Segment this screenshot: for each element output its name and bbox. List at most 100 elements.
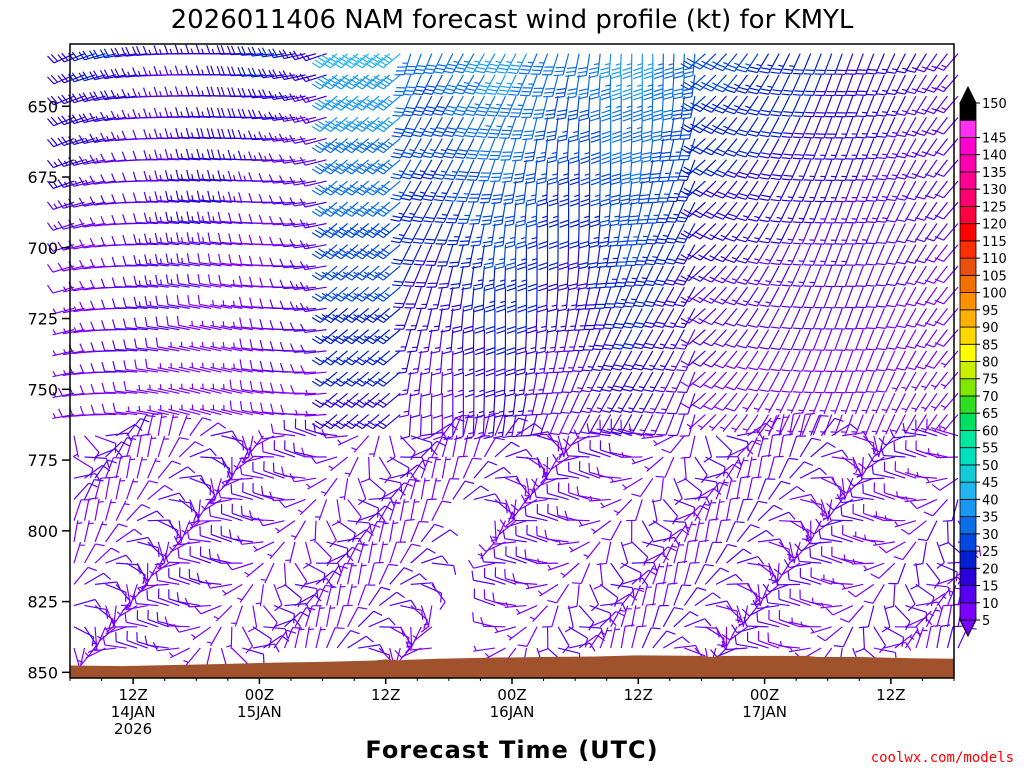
wind-barb: [89, 154, 117, 164]
wind-barb: [157, 562, 180, 570]
wind-barb: [231, 342, 254, 352]
wind-barb: [242, 647, 265, 664]
colorbar-label: 60: [982, 424, 999, 439]
colorbar-segment: [959, 205, 977, 225]
wind-barb: [147, 609, 169, 628]
colorbar-segment: [959, 447, 977, 466]
wind-barb: [239, 338, 264, 352]
wind-barb: [187, 274, 211, 288]
wind-barb: [122, 318, 148, 331]
wind-barb: [164, 128, 190, 140]
wind-barb: [157, 405, 180, 416]
wind-barb: [123, 360, 148, 373]
wind-barb: [263, 626, 289, 639]
wind-barb: [252, 462, 275, 479]
colorbar-segment: [959, 395, 977, 414]
colorbar-label: 125: [982, 200, 1007, 215]
wind-barb: [152, 641, 180, 652]
wind-barb: [189, 546, 212, 564]
wind-barb: [168, 437, 189, 458]
wind-barb: [199, 341, 222, 352]
wind-barb: [187, 294, 211, 309]
wind-barb: [101, 341, 127, 352]
wind-barb: [154, 541, 170, 566]
wind-barb: [136, 414, 156, 436]
wind-barb: [220, 342, 243, 352]
wind-barb: [258, 173, 285, 183]
wind-barb: [89, 91, 117, 102]
wind-barb: [239, 435, 254, 460]
wind-barb: [73, 566, 98, 585]
wind-barb: [144, 254, 169, 267]
colorbar-segment: [959, 481, 977, 500]
wind-barb: [136, 385, 159, 394]
wind-barb: [248, 510, 274, 522]
wind-barb: [166, 295, 190, 309]
colorbar-segment: [959, 361, 977, 380]
x-tick-label: 00Z: [245, 686, 274, 704]
wind-barb: [83, 497, 99, 521]
wind-barb: [115, 423, 143, 437]
colorbar-segment: [959, 274, 977, 293]
wind-barb: [57, 136, 85, 147]
wind-barb: [126, 503, 151, 522]
wind-barb: [78, 197, 106, 207]
wind-barb: [258, 235, 285, 246]
wind-barb: [258, 193, 285, 204]
wind-barb: [78, 92, 106, 103]
wind-barb: [236, 584, 254, 603]
wind-barb: [168, 341, 190, 352]
wind-barb: [155, 295, 180, 309]
colorbar-label: 5: [982, 614, 990, 629]
x-tick-label: 12Z: [118, 686, 147, 704]
wind-barb: [199, 320, 222, 331]
wind-barb: [250, 401, 275, 416]
wind-barb: [99, 48, 127, 59]
wind-barb: [207, 211, 232, 225]
wind-barb: [143, 170, 169, 182]
wind-barb: [175, 190, 201, 203]
wind-barb: [229, 400, 254, 416]
colorbar-under-arrow: [959, 619, 977, 638]
colorbar-segment: [959, 309, 977, 328]
wind-barb: [239, 380, 264, 394]
wind-barb: [104, 499, 116, 521]
wind-barb: [237, 108, 264, 119]
wind-barb: [168, 404, 190, 416]
wind-barb: [90, 383, 117, 394]
wind-barb: [231, 300, 253, 309]
wind-barb: [89, 70, 117, 81]
wind-barb: [186, 529, 211, 543]
wind-barb: [89, 133, 117, 143]
wind-barb: [99, 90, 127, 101]
wind-barb: [73, 598, 102, 608]
credit-text: coolwx.com/models: [871, 750, 1014, 766]
wind-barb: [194, 605, 222, 615]
wind-barb: [199, 404, 222, 416]
wind-barb: [260, 562, 275, 584]
colorbar-label: 100: [982, 287, 1007, 302]
colorbar-label: 145: [982, 131, 1007, 146]
wind-barb: [101, 382, 127, 394]
wind-barb: [217, 232, 243, 246]
wind-barb: [178, 414, 192, 436]
wind-barb: [124, 612, 148, 628]
wind-barb: [247, 88, 274, 99]
wind-barb: [83, 479, 104, 500]
wind-barb: [105, 554, 133, 564]
x-tick-label: 15JAN: [237, 703, 282, 721]
wind-barb: [255, 584, 265, 607]
wind-barb: [157, 384, 180, 394]
wind-barb: [101, 361, 127, 373]
colorbar-over-arrow: [959, 85, 977, 104]
wind-barb: [122, 276, 148, 288]
wind-barb: [228, 529, 253, 543]
wind-barb: [207, 253, 232, 267]
colorbar-segment: [959, 378, 977, 397]
wind-barb: [133, 594, 159, 607]
wind-barb: [157, 363, 180, 373]
wind-barb: [101, 320, 127, 331]
wind-barb: [105, 441, 131, 458]
wind-barb: [157, 460, 182, 479]
wind-barb: [220, 384, 243, 394]
